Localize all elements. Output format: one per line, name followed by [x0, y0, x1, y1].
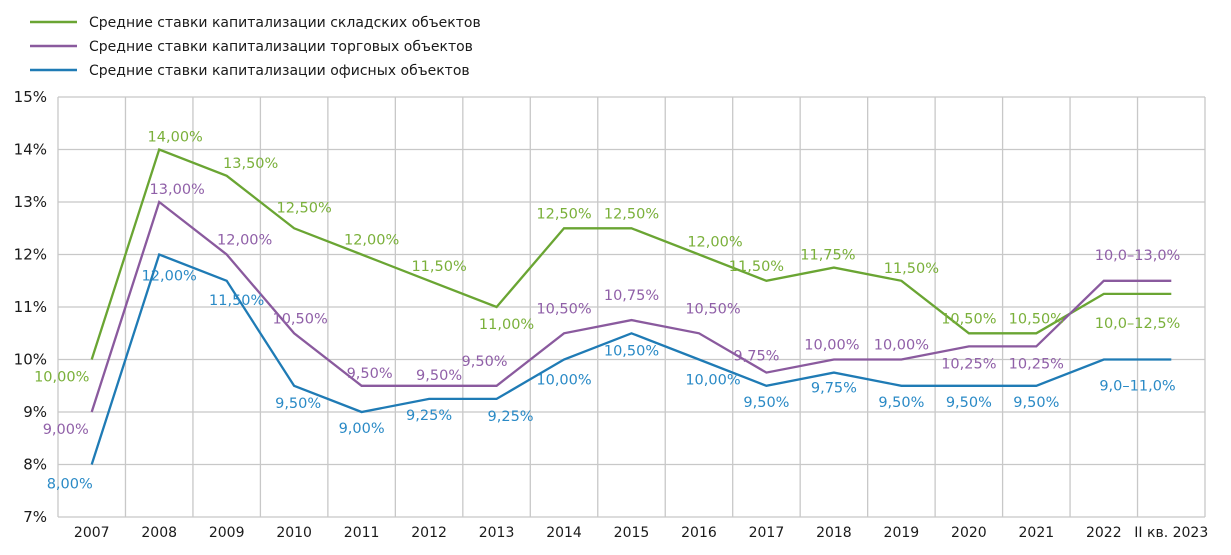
- data-label: 10,0–12,5%: [1095, 316, 1181, 332]
- x-tick-label: 2014: [546, 525, 582, 541]
- x-tick-label: II кв. 2023: [1134, 525, 1208, 541]
- x-tick-label: 2020: [951, 525, 987, 541]
- data-label: 10,00%: [874, 338, 929, 354]
- data-label: 10,50%: [941, 311, 996, 327]
- data-label: 10,50%: [685, 301, 740, 317]
- data-label: 13,00%: [150, 182, 205, 198]
- legend-label-0: Средние ставки капитализации складских о…: [89, 15, 481, 31]
- x-tick-label: 2016: [681, 525, 717, 541]
- data-label: 12,50%: [536, 206, 591, 222]
- y-tick-label: 9%: [23, 403, 47, 421]
- data-label: 12,00%: [344, 233, 399, 249]
- data-label: 13,50%: [223, 156, 278, 172]
- data-label: 9,00%: [339, 421, 385, 437]
- data-label: 12,00%: [687, 235, 742, 251]
- x-tick-label: 2021: [1019, 525, 1055, 541]
- x-tick-label: 2007: [74, 525, 110, 541]
- data-label: 9,75%: [733, 349, 779, 365]
- series-line-1: [90, 200, 1172, 413]
- legend-label-2: Средние ставки капитализации офисных объ…: [89, 63, 470, 79]
- y-axis: 7% 8% 9% 10% 11% 12% 13% 14% 15%: [14, 88, 47, 526]
- y-tick-label: 13%: [14, 193, 47, 211]
- x-tick-label: 2011: [344, 525, 380, 541]
- data-label: 11,00%: [479, 317, 534, 333]
- data-label: 14,00%: [148, 130, 203, 146]
- legend-label-1: Средние ставки капитализации торговых об…: [89, 39, 473, 55]
- data-label: 9,50%: [878, 395, 924, 411]
- data-labels: 10,00% 14,00% 13,50% 12,50% 12,00% 11,50% 11,0…: [34, 130, 1180, 493]
- data-label: 8,00%: [47, 477, 93, 493]
- data-label: 9,25%: [406, 408, 452, 424]
- x-tick-label: 2013: [479, 525, 515, 541]
- x-tick-label: 2022: [1086, 525, 1122, 541]
- data-label: 9,75%: [811, 381, 857, 397]
- data-label: 9,50%: [462, 354, 508, 370]
- data-label: 11,50%: [729, 259, 784, 275]
- data-label: 10,00%: [685, 373, 740, 389]
- data-label: 11,50%: [884, 261, 939, 277]
- data-label: 9,50%: [743, 395, 789, 411]
- x-tick-label: 2008: [141, 525, 177, 541]
- data-label: 9,50%: [347, 366, 393, 382]
- data-label: 10,00%: [536, 373, 591, 389]
- data-label: 9,50%: [946, 395, 992, 411]
- data-label: 10,0–13,0%: [1095, 248, 1181, 264]
- data-label: 10,50%: [1009, 311, 1064, 327]
- x-tick-label: 2015: [614, 525, 650, 541]
- y-tick-label: 11%: [14, 298, 47, 316]
- data-label: 11,50%: [411, 259, 466, 275]
- data-label: 9,00%: [43, 422, 89, 438]
- x-tick-label: 2019: [884, 525, 920, 541]
- data-label: 12,50%: [276, 200, 331, 216]
- data-label: 10,00%: [34, 370, 89, 386]
- data-label: 10,25%: [1009, 356, 1064, 372]
- y-tick-label: 10%: [14, 351, 47, 369]
- y-tick-label: 7%: [23, 508, 47, 526]
- data-label: 9,50%: [275, 396, 321, 412]
- data-label: 12,00%: [217, 233, 272, 249]
- series-line-2: [90, 252, 1172, 465]
- y-tick-label: 14%: [14, 141, 47, 159]
- x-tick-label: 2012: [411, 525, 447, 541]
- series-line-0: [90, 147, 1172, 360]
- data-label: 10,00%: [804, 338, 859, 354]
- data-label: 12,00%: [142, 269, 197, 285]
- y-tick-label: 8%: [23, 456, 47, 474]
- data-label: 10,25%: [941, 356, 996, 372]
- series-lines: [90, 147, 1172, 465]
- y-tick-label: 15%: [14, 88, 47, 106]
- data-label: 9,0–11,0%: [1099, 379, 1175, 395]
- data-label: 10,50%: [536, 301, 591, 317]
- x-tick-label: 2018: [816, 525, 852, 541]
- data-label: 9,50%: [416, 368, 462, 384]
- y-tick-label: 12%: [14, 246, 47, 264]
- data-label: 10,75%: [604, 288, 659, 304]
- data-label: 11,75%: [800, 248, 855, 264]
- data-label: 9,50%: [1013, 395, 1059, 411]
- x-tick-label: 2009: [209, 525, 245, 541]
- data-label: 12,50%: [604, 206, 659, 222]
- data-label: 11,50%: [209, 293, 264, 309]
- data-label: 10,50%: [604, 343, 659, 359]
- x-axis: 2007 2008 2009 2010 2011 2012 2013 2014 2015 2016…: [74, 525, 1208, 541]
- x-tick-label: 2017: [749, 525, 785, 541]
- data-label: 10,50%: [272, 311, 327, 327]
- data-label: 9,25%: [488, 409, 534, 425]
- x-tick-label: 2010: [276, 525, 312, 541]
- legend: Средние ставки капитализации складских о…: [30, 15, 481, 79]
